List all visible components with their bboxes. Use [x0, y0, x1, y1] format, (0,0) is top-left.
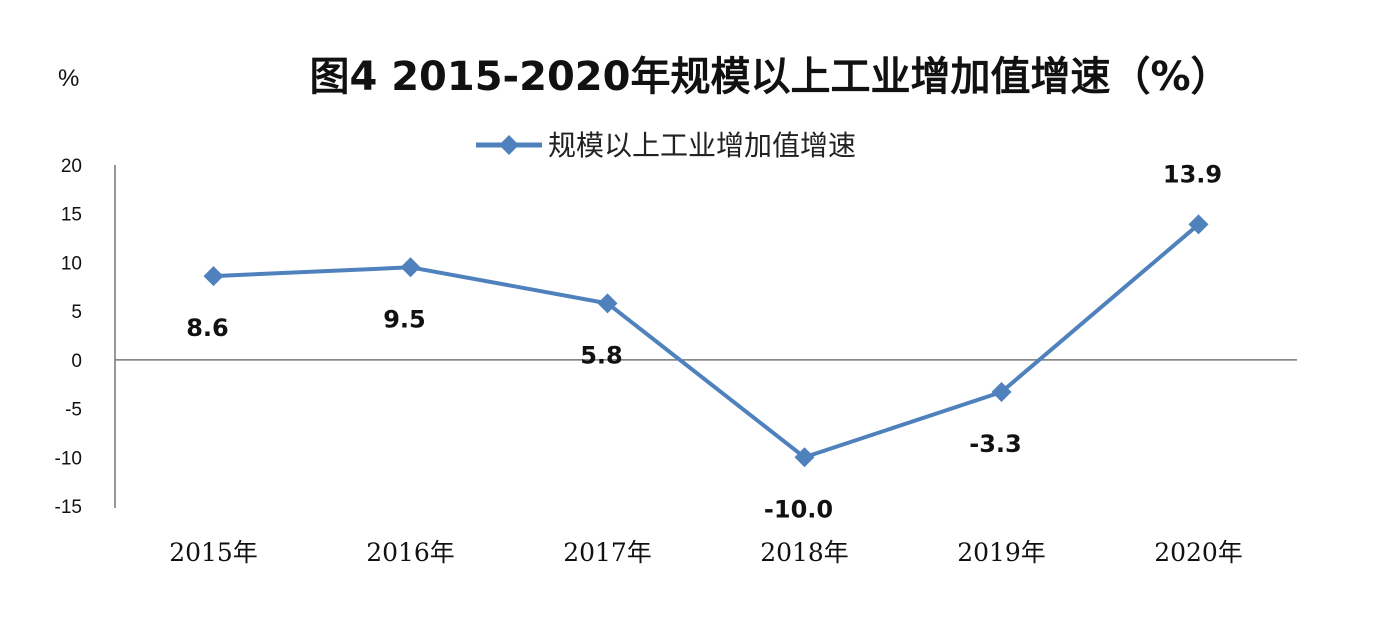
data-label: 5.8	[580, 341, 623, 369]
x-tick-label: 2015年	[169, 538, 258, 567]
legend-diamond-icon	[499, 135, 519, 155]
legend: 规模以上工业增加值增速	[476, 129, 856, 162]
y-tick-label: 15	[61, 205, 82, 226]
x-tick-label: 2016年	[366, 538, 455, 567]
y-tick-label: -5	[65, 400, 82, 421]
data-point-marker	[400, 257, 421, 278]
data-point-marker	[991, 382, 1012, 403]
data-point-marker	[1188, 214, 1209, 235]
data-point-marker	[794, 447, 815, 468]
data-label: 8.6	[186, 314, 229, 342]
y-tick-label: -15	[55, 497, 82, 518]
data-label: -3.3	[969, 430, 1021, 458]
x-tick-label: 2017年	[563, 538, 652, 567]
data-label: 9.5	[383, 305, 426, 333]
data-point-marker	[203, 266, 224, 287]
data-point-marker	[597, 293, 618, 314]
legend-label: 规模以上工业增加值增速	[548, 129, 856, 162]
x-tick-label: 2020年	[1154, 538, 1243, 567]
chart-title: 图4 2015-2020年规模以上工业增加值增速（%）	[309, 54, 1230, 100]
y-tick-label: 0	[71, 351, 82, 372]
data-label: -10.0	[764, 495, 833, 523]
y-tick-label: 20	[61, 156, 82, 177]
y-tick-label: 5	[71, 302, 82, 323]
x-tick-label: 2018年	[760, 538, 849, 567]
x-tick-label: 2019年	[957, 538, 1046, 567]
series-line	[213, 222, 1200, 460]
y-tick-label: -10	[55, 448, 82, 469]
y-axis-unit: %	[58, 65, 79, 92]
y-tick-label: 10	[61, 253, 82, 274]
data-label: 13.9	[1163, 160, 1222, 188]
